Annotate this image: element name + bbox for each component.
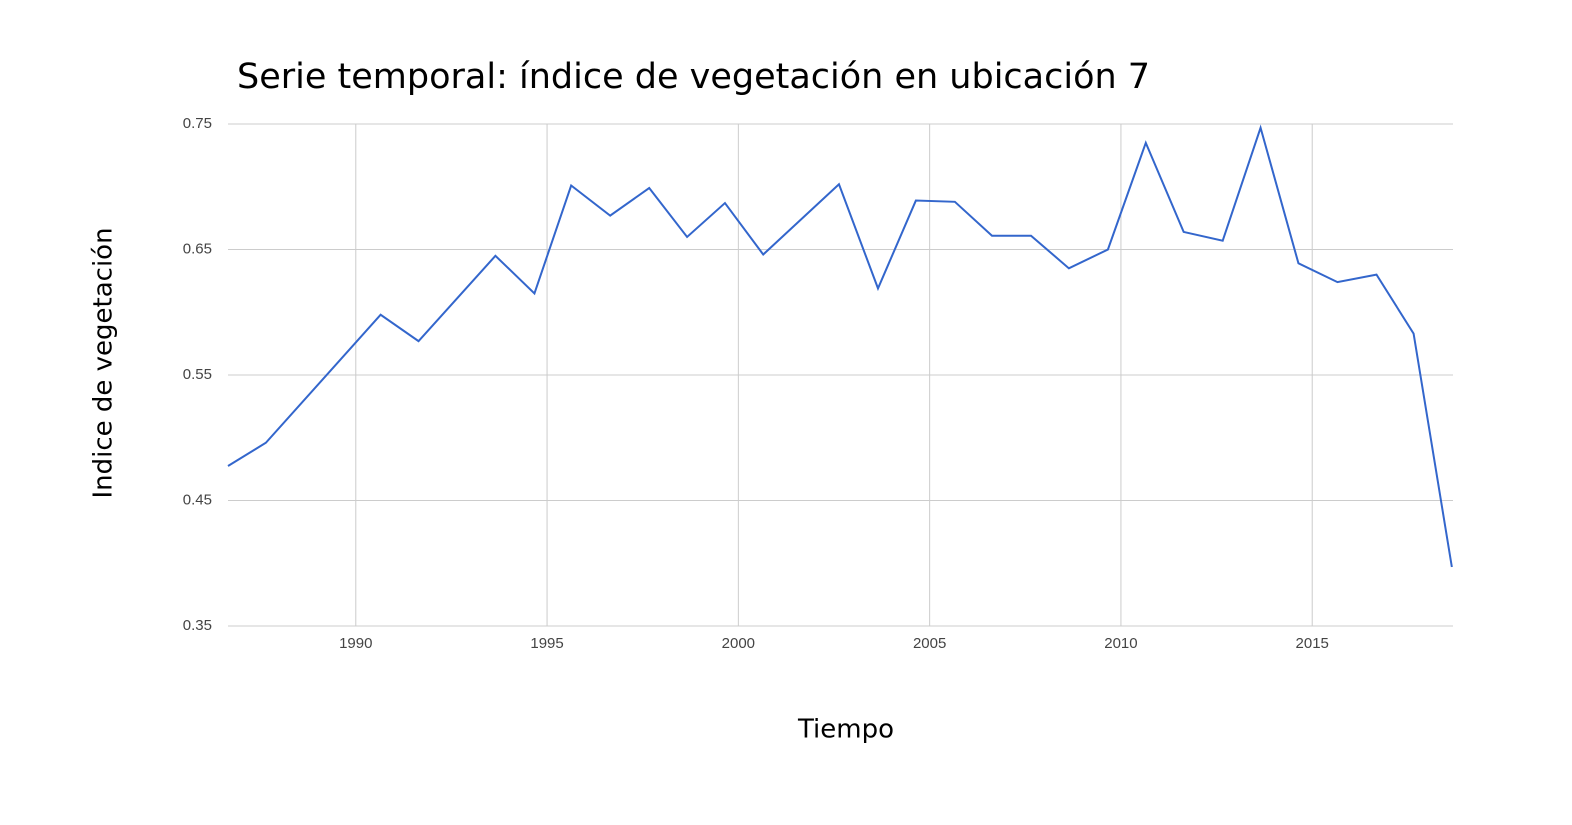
x-tick-label: 1990	[339, 635, 372, 652]
x-tick-label: 1995	[530, 635, 563, 652]
chart-title: Serie temporal: índice de vegetación en …	[237, 57, 1150, 97]
x-tick-label: 2010	[1104, 635, 1137, 652]
y-tick-label: 0.75	[183, 115, 212, 132]
y-axis-label: Indice de vegetación	[89, 227, 119, 498]
x-tick-label: 2005	[913, 635, 946, 652]
x-axis-label: Tiempo	[797, 715, 894, 745]
y-tick-label: 0.55	[183, 366, 212, 383]
y-tick-label: 0.35	[183, 617, 212, 634]
x-tick-label: 2015	[1296, 635, 1329, 652]
data-line	[227, 124, 1453, 568]
y-tick-label: 0.45	[183, 491, 212, 508]
y-tick-label: 0.65	[183, 240, 212, 257]
x-tick-label: 2000	[722, 635, 755, 652]
